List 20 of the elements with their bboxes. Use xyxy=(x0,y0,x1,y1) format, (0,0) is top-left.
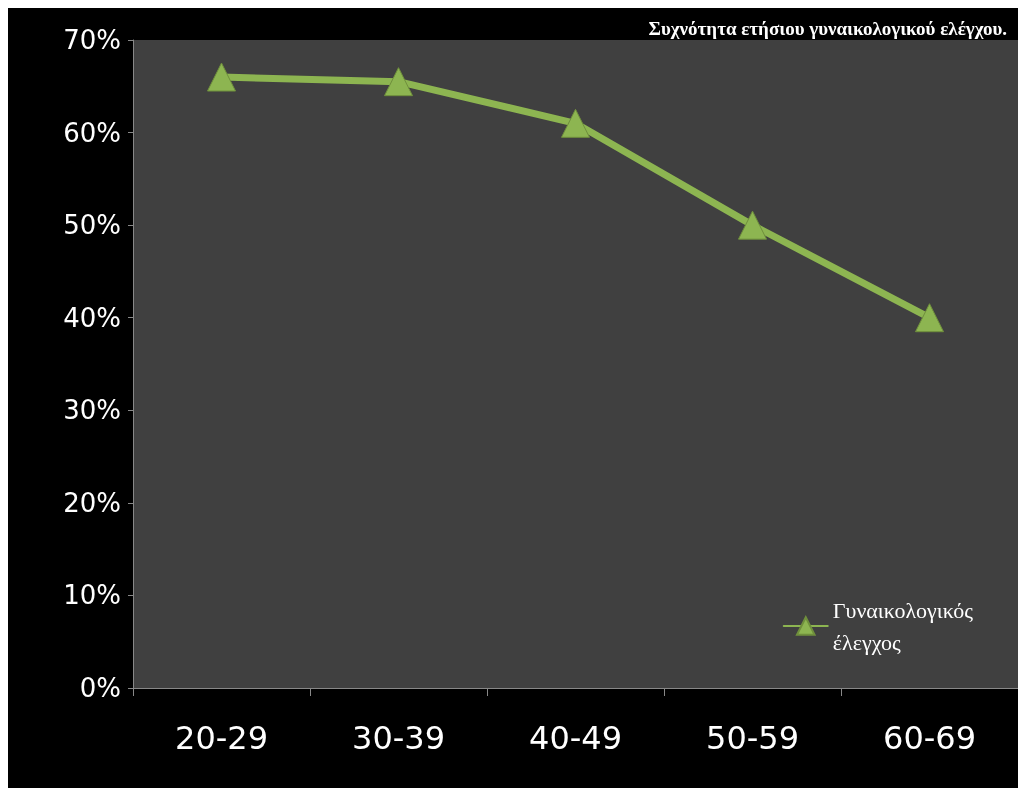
point xyxy=(738,210,767,240)
y-tick-label: 30% xyxy=(63,395,121,426)
point xyxy=(384,67,413,97)
y-tick-label: 10% xyxy=(63,580,121,611)
x-tick-label: 50-59 xyxy=(706,719,799,757)
chart-title: Συχνότητα ετήσιου γυναικολογικού ελέγχου. xyxy=(648,18,1007,39)
y-tick-label: 50% xyxy=(63,210,121,241)
point xyxy=(207,62,236,92)
y-tick-label: 70% xyxy=(63,25,121,55)
x-tick-label: 60-69 xyxy=(883,719,976,757)
y-tick-label: 60% xyxy=(63,117,121,148)
x-tick-label: 30-39 xyxy=(352,719,445,757)
point xyxy=(561,108,590,138)
point xyxy=(915,303,944,333)
y-tick-label: 20% xyxy=(63,487,121,518)
x-tick-label: 20-29 xyxy=(175,719,268,757)
legend-label: Γυναικολογικός έλεγχος xyxy=(832,597,974,655)
y-tick-label: 40% xyxy=(63,302,121,333)
y-tick-label: 0% xyxy=(79,673,121,703)
x-tick-label: 40-49 xyxy=(529,719,622,757)
